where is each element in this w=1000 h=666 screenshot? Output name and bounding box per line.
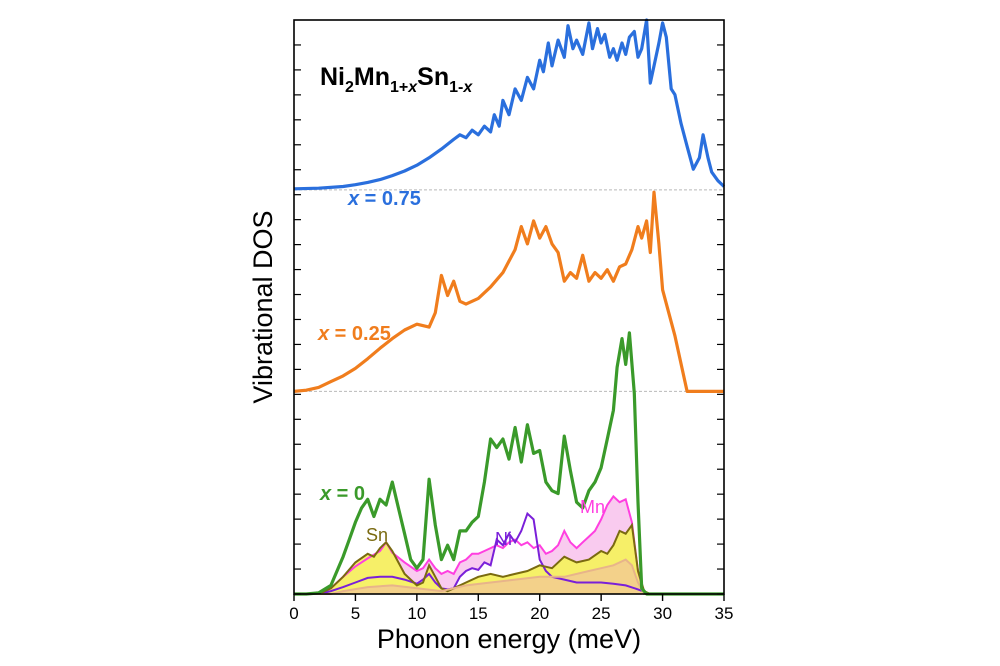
series-line-0 — [293, 18, 726, 191]
x-tick-label-2: 10 — [407, 604, 426, 623]
plot-frame — [293, 19, 725, 595]
x-axis-label: Phonon energy (meV) — [377, 624, 641, 654]
title-sn: Sn — [417, 63, 449, 91]
partial-area-total-3 — [294, 559, 651, 594]
title-sub-1: 2 — [345, 79, 354, 96]
title-sub-2: 1+ — [390, 79, 408, 96]
x-tick-label-3: 15 — [469, 604, 488, 623]
component-label-mn: Mn — [580, 497, 605, 517]
series-line-1 — [293, 190, 724, 393]
title-sub-3-var: x — [462, 79, 473, 96]
partial-line-ni — [294, 511, 651, 595]
partial-dos-layer — [294, 494, 651, 595]
x-tick-label-7: 35 — [715, 604, 734, 623]
x-tick-label-4: 20 — [530, 604, 549, 623]
x-tick-label-6: 30 — [653, 604, 672, 623]
series-line-2 — [294, 331, 724, 596]
labels-layer: x = 0.75 x = 0.25 x = 0 Mn Ni Sn — [317, 188, 605, 549]
title-sub-2-var: x — [407, 79, 418, 96]
partial-line-total-3 — [294, 558, 651, 595]
x-tick-label-5: 25 — [592, 604, 611, 623]
partial-line-sn — [294, 522, 651, 595]
title-mn: Mn — [354, 63, 390, 91]
y-axis-label: Vibrational DOS — [248, 210, 278, 403]
series-label-1: x = 0.25 — [317, 323, 391, 345]
chart-title: Ni2Mn1+xSn1-x — [320, 63, 473, 96]
baselines-layer — [294, 189, 724, 392]
series-layer — [293, 18, 726, 596]
title-sub-3: 1- — [449, 79, 463, 96]
x-tick-label-0: 0 — [289, 604, 298, 623]
ticks-layer: 0 5 10 15 20 25 30 35 — [289, 44, 734, 623]
component-label-sn: Sn — [366, 525, 388, 545]
component-label-ni: Ni — [495, 529, 512, 549]
title-base: Ni — [320, 63, 345, 91]
series-label-2: x = 0 — [319, 483, 365, 505]
series-label-0: x = 0.75 — [347, 188, 421, 210]
x-tick-label-1: 5 — [351, 604, 360, 623]
